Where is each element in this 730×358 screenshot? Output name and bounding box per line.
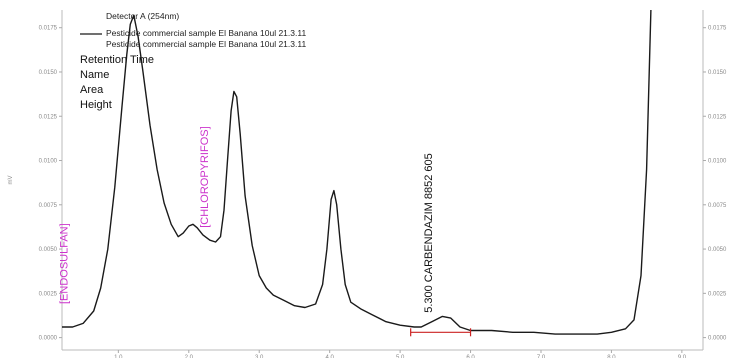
- y-tick-label-right: 0.0050: [708, 247, 727, 253]
- chromatogram-trace: [62, 9, 652, 335]
- y-tick-label-left: 0.0000: [39, 336, 58, 342]
- x-tick-label: 7.0: [537, 355, 546, 358]
- y-tick-label-right: 0.0100: [708, 159, 727, 165]
- plot-frame: [61, 10, 704, 351]
- meta-name: Name: [80, 69, 109, 81]
- y-tick-label-left: 0.0025: [39, 291, 58, 297]
- y-tick-label-left: 0.0150: [39, 70, 58, 76]
- peak-label: [ENDOSULFAN]: [59, 223, 71, 304]
- y-tick-label-left: 0.0100: [39, 159, 58, 165]
- legend: Detector A (254nm) Pesticide commercial …: [80, 11, 306, 49]
- meta-area: Area: [80, 84, 104, 96]
- series-layer: [62, 9, 652, 337]
- peak-label: [CHLOROPYRIFOS]: [199, 126, 211, 227]
- x-tick-label: 5.0: [396, 355, 405, 358]
- x-tick-label: 6.0: [466, 355, 475, 358]
- x-tick-label: 8.0: [607, 355, 616, 358]
- legend-entry-2: Pesticide commercial sample El Banana 10…: [106, 39, 306, 49]
- y-tick-label-right: 0.0025: [708, 291, 727, 297]
- y-axis-label: mV: [8, 176, 14, 185]
- meta-retention-time: Retention Time: [80, 54, 154, 66]
- ticks-layer: 1.0 2.0 3.0 4.0 5.0 6.0 7.0 8.0 9.0 0.0000 0.0025 0…: [39, 26, 727, 358]
- y-tick-label-right: 0.0175: [708, 26, 727, 32]
- detector-label: Detector A (254nm): [106, 11, 179, 21]
- y-tick-label-left: 0.0075: [39, 203, 58, 209]
- x-tick-label: 4.0: [325, 355, 334, 358]
- peak-label: 5.300 CARBENDAZIM 8852 605: [423, 153, 435, 313]
- y-tick-label-right: 0.0075: [708, 203, 727, 209]
- x-tick-label: 2.0: [185, 355, 194, 358]
- y-tick-label-left: 0.0050: [39, 247, 58, 253]
- y-tick-label-right: 0.0150: [708, 70, 727, 76]
- y-tick-label-right: 0.0125: [708, 114, 727, 120]
- x-tick-label: 3.0: [255, 355, 264, 358]
- x-tick-label: 9.0: [678, 355, 687, 358]
- peak-info-labels: Retention Time Name Area Height: [80, 54, 154, 111]
- peak-labels-layer: [ENDOSULFAN] [CHLOROPYRIFOS] 5.300 CARBEND…: [59, 126, 435, 312]
- y-tick-label-left: 0.0125: [39, 114, 58, 120]
- y-tick-label-left: 0.0175: [39, 26, 58, 32]
- meta-height: Height: [80, 99, 112, 111]
- y-tick-label-right: 0.0000: [708, 336, 727, 342]
- legend-entry-1: Pesticide commercial sample El Banana 10…: [106, 28, 306, 38]
- x-tick-label: 1.0: [114, 355, 123, 358]
